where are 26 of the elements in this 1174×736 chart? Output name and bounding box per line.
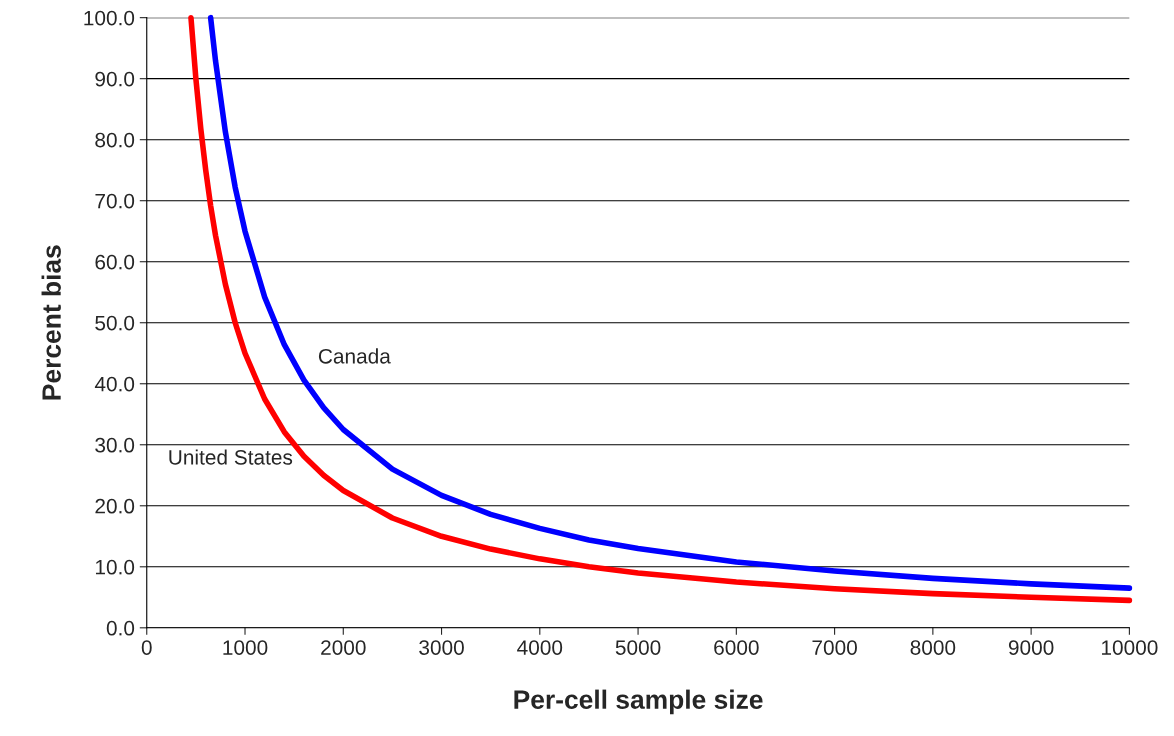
y-tick-label: 50.0 — [95, 315, 135, 331]
x-tick-label: 2000 — [321, 640, 366, 655]
y-tick-label: 30.0 — [95, 437, 135, 453]
x-tick-label: 0 — [141, 640, 152, 655]
x-axis-title: Per-cell sample size — [514, 689, 763, 715]
x-tick-label: 4000 — [517, 640, 563, 655]
y-tick-label: 10.0 — [95, 559, 135, 575]
x-tick-label: 3000 — [419, 640, 464, 655]
y-tick-label: 40.0 — [94, 376, 135, 392]
y-tick-label: 0.0 — [106, 620, 135, 636]
y-tick-label: 100.0 — [84, 10, 135, 26]
series-label: Canada — [318, 348, 391, 364]
x-tick-label: 6000 — [714, 640, 759, 655]
y-tick-label: 90.0 — [95, 71, 135, 87]
y-tick-label: 70.0 — [95, 193, 135, 209]
x-tick-label: 8000 — [910, 640, 956, 655]
x-tick-label: 7000 — [812, 640, 857, 655]
x-tick-label: 9000 — [1008, 640, 1054, 655]
y-axis-title: Percent bias — [41, 245, 61, 400]
y-tick-label: 20.0 — [95, 498, 135, 514]
x-tick-label: 1000 — [223, 640, 268, 655]
y-tick-label: 80.0 — [95, 132, 135, 148]
x-tick-label: 5000 — [615, 640, 661, 655]
y-tick-label: 60.0 — [95, 254, 135, 270]
x-tick-label: 10000 — [1102, 640, 1158, 655]
series-label: United States — [169, 449, 293, 465]
